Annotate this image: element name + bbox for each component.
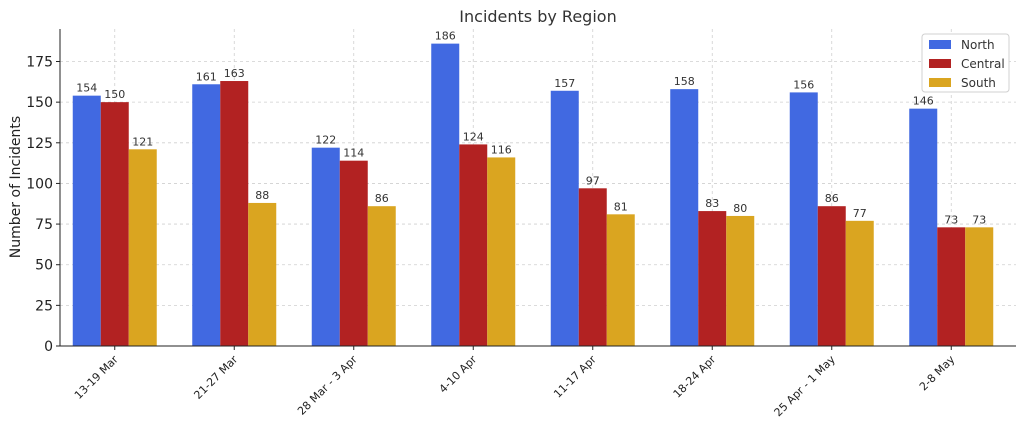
bar-north — [72, 95, 101, 347]
data-label: 161 — [196, 70, 217, 83]
legend-label: North — [961, 38, 995, 52]
data-label: 116 — [491, 143, 512, 156]
data-label: 150 — [104, 88, 125, 101]
bar-north — [550, 90, 579, 347]
chart-title: Incidents by Region — [459, 7, 616, 26]
data-label: 73 — [972, 213, 986, 226]
data-label: 88 — [255, 189, 269, 202]
data-label: 156 — [793, 78, 814, 91]
data-label: 86 — [375, 192, 389, 205]
data-label: 154 — [76, 82, 97, 95]
bar-central — [459, 144, 488, 346]
x-tick-label: 21-27 Mar — [191, 353, 240, 402]
x-tick-label: 25 Apr - 1 May — [772, 353, 839, 420]
axes — [59, 29, 1016, 347]
data-label: 114 — [343, 147, 364, 160]
bar-central — [100, 102, 129, 347]
x-tick-label: 13-19 Mar — [72, 353, 121, 402]
data-label: 186 — [435, 30, 456, 43]
legend: North Central South — [921, 33, 1010, 93]
bar-central — [817, 206, 846, 346]
y-tick-label: 50 — [35, 258, 53, 274]
bar-south — [248, 202, 277, 346]
y-tick-label: 0 — [44, 339, 53, 355]
bar-central — [220, 81, 249, 347]
data-label: 73 — [944, 213, 958, 226]
bar-central — [937, 227, 966, 346]
legend-swatch — [929, 59, 951, 68]
bar-south — [726, 215, 755, 346]
x-tick-label: 11-17 Apr — [551, 353, 599, 401]
x-ticks: 13-19 Mar 21-27 Mar 28 Mar - 3 Apr 4-10 Apr… — [72, 346, 958, 419]
data-label: 97 — [586, 174, 600, 187]
x-tick-label: 18-24 Apr — [671, 353, 719, 401]
bar-north — [789, 92, 818, 347]
bar-south — [965, 227, 994, 346]
bar-south — [367, 206, 396, 346]
legend-label: South — [961, 76, 996, 90]
data-label: 146 — [913, 95, 934, 108]
data-label: 121 — [132, 135, 153, 148]
x-tick-label: 2-8 May — [917, 353, 958, 394]
y-ticks: 0 25 50 75 100 125 150 175 — [26, 55, 60, 355]
data-label: 81 — [614, 200, 628, 213]
bars — [72, 43, 994, 347]
x-tick-label: 28 Mar - 3 Apr — [295, 353, 360, 418]
y-tick-label: 150 — [26, 95, 53, 111]
bar-south — [128, 149, 157, 346]
data-label: 83 — [705, 197, 719, 210]
data-label: 122 — [315, 134, 336, 147]
bar-central — [578, 188, 607, 346]
data-label: 77 — [853, 207, 867, 220]
legend-swatch — [929, 78, 951, 87]
legend-swatch — [929, 40, 951, 49]
y-tick-label: 25 — [35, 298, 53, 314]
x-tick-label: 4-10 Apr — [437, 353, 480, 396]
bar-south — [606, 214, 635, 346]
data-label: 158 — [674, 75, 695, 88]
data-label: 80 — [733, 202, 747, 215]
y-axis-label: Number of Incidents — [8, 116, 24, 258]
data-label: 124 — [463, 130, 484, 143]
data-label: 163 — [224, 67, 245, 80]
bar-north — [909, 108, 938, 347]
bar-north — [670, 89, 699, 347]
bar-central — [698, 211, 727, 346]
y-tick-label: 125 — [26, 136, 53, 152]
data-label: 86 — [825, 192, 839, 205]
legend-label: Central — [961, 57, 1005, 71]
data-label: 157 — [554, 77, 575, 90]
y-tick-label: 100 — [26, 176, 53, 192]
bar-south — [845, 220, 874, 346]
bar-central — [339, 160, 368, 346]
y-tick-label: 75 — [35, 217, 53, 233]
bar-north — [192, 84, 221, 347]
bar-north — [311, 147, 340, 346]
bar-north — [431, 43, 460, 346]
y-tick-label: 175 — [26, 55, 53, 71]
bar-south — [487, 157, 516, 346]
data-labels: 154 161 122 186 157 158 156 146 150 163 114 124 97 83… — [76, 30, 986, 227]
